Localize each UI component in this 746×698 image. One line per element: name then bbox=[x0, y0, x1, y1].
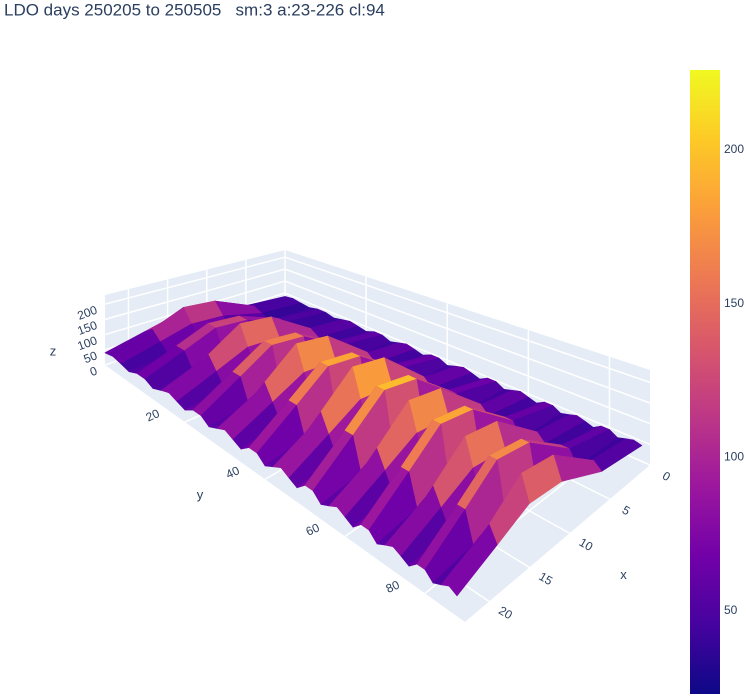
grid-line bbox=[104, 256, 286, 305]
surface-cell bbox=[448, 524, 498, 597]
colorbar-tick-label: 100 bbox=[724, 449, 744, 463]
y-tick-label: 60 bbox=[304, 520, 322, 538]
colorbar-tick-label: 200 bbox=[724, 142, 744, 156]
x-tick-label: 10 bbox=[577, 535, 596, 554]
z-tick-label: 100 bbox=[75, 333, 99, 353]
x-axis-title: x bbox=[620, 567, 627, 582]
z-tick-label: 0 bbox=[88, 364, 99, 380]
y-tick-label: 80 bbox=[384, 577, 402, 595]
z-tick-label: 150 bbox=[75, 318, 99, 338]
chart-title: LDO days 250205 to 250505 sm:3 a:23-226 … bbox=[4, 0, 385, 19]
y-tick-label: 20 bbox=[144, 406, 162, 424]
x-tick-label: 20 bbox=[496, 603, 515, 622]
x-tick-label: 5 bbox=[620, 503, 633, 519]
colorbar-tick-label: 150 bbox=[724, 296, 744, 310]
y-tick-label: 40 bbox=[224, 463, 242, 481]
surface bbox=[104, 296, 643, 597]
y-axis-title: y bbox=[197, 487, 204, 502]
grid-line bbox=[284, 280, 651, 425]
z-tick-label: 50 bbox=[82, 348, 100, 366]
z-tick-label: 200 bbox=[75, 303, 99, 323]
grid-line bbox=[104, 268, 286, 321]
colorbar-tick-label: 50 bbox=[724, 603, 738, 617]
colorbar bbox=[690, 70, 720, 694]
x-tick-label: 15 bbox=[536, 569, 555, 588]
grid-line bbox=[284, 268, 651, 404]
z-axis-title: z bbox=[50, 343, 57, 358]
x-tick-label: 0 bbox=[660, 469, 673, 485]
grid-line bbox=[284, 256, 651, 384]
grid-line bbox=[284, 292, 651, 446]
